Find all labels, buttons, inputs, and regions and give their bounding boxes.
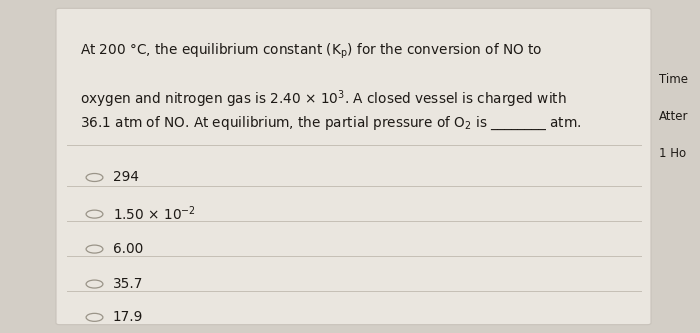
FancyBboxPatch shape — [56, 8, 651, 325]
Text: 1.50 × 10$^{-2}$: 1.50 × 10$^{-2}$ — [113, 205, 195, 223]
Text: 35.7: 35.7 — [113, 277, 143, 291]
Text: At 200 °C, the equilibrium constant (K$_\mathrm{p}$) for the conversion of NO to: At 200 °C, the equilibrium constant (K$_… — [80, 42, 543, 61]
Text: oxygen and nitrogen gas is 2.40 × 10$^3$. A closed vessel is charged with: oxygen and nitrogen gas is 2.40 × 10$^3$… — [80, 88, 567, 110]
Text: Atter: Atter — [659, 110, 689, 123]
Text: 6.00: 6.00 — [113, 242, 143, 256]
Text: 36.1 atm of NO. At equilibrium, the partial pressure of O$_2$ is ________ atm.: 36.1 atm of NO. At equilibrium, the part… — [80, 115, 582, 132]
Text: Time: Time — [659, 73, 688, 86]
Text: 17.9: 17.9 — [113, 310, 143, 324]
Text: 294: 294 — [113, 170, 139, 184]
Text: 1 Ho: 1 Ho — [659, 147, 687, 160]
